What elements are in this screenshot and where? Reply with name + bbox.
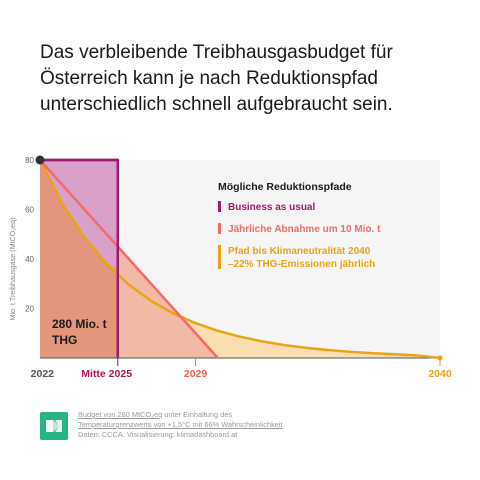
logo-mark-icon [46,420,62,432]
line-linear-reduction [39,159,219,359]
legend-business-as-usual-swatch [218,201,221,212]
data-credit: Daten: CCCA. Visualisierung: klimadashbo… [78,430,238,439]
x-tick-label-2040: 2040 [428,368,452,380]
budget-label-line1: 280 Mio. t [52,317,107,331]
legend-climate-neutral-label-2: –22% THG-Emissionen jährlich [228,259,375,270]
klimadashboard-logo[interactable] [40,412,68,440]
start-point [35,155,45,165]
headline: Das verbleibende Treibhausgasbudget für … [40,42,393,115]
legend-title: Mögliche Reduktionspfade [218,181,352,193]
x-tick-label-2025: Mitte 2025 [81,368,132,380]
source-text-1: unter Einhaltung des [162,410,233,419]
budget-label-line2: THG [52,333,77,347]
y-tick-label-80: 80 [25,156,34,165]
y-tick-label-60: 60 [25,206,34,215]
y-axis-label: Mio. t Treibhausgase (MtCO₂eq) [8,217,17,320]
y-tick-label-20: 20 [25,305,34,314]
budget-link[interactable]: Budget von 280 MtCO₂eq [78,410,163,419]
footer: Budget von 280 MtCO₂eq unter Einhaltung … [40,410,460,450]
x-tick-label-2029: 2029 [184,368,208,380]
source-note: Budget von 280 MtCO₂eq unter Einhaltung … [78,410,408,440]
legend-climate-neutral-swatch [218,245,221,269]
y-tick-label-40: 40 [25,255,34,264]
legend-linear-reduction-swatch [218,223,221,234]
legend-business-as-usual-label: Business as usual [228,202,315,213]
legend-climate-neutral-label: Pfad bis Klimaneutralität 2040 [228,246,371,257]
temperature-limit-link[interactable]: Temperaturgrenzwerts von +1,5°C mit 66% … [78,420,283,429]
legend-linear-reduction-label: Jährliche Abnahme um 10 Mio. t [228,224,381,235]
x-tick-label-2022: 2022 [31,368,55,380]
area-overlap [40,160,118,358]
reduction-path-chart: 80 60 40 20 Mio. t Treibhausgase (MtCO₂eq) 20… [8,155,452,380]
line-climate-neutral [38,159,441,360]
